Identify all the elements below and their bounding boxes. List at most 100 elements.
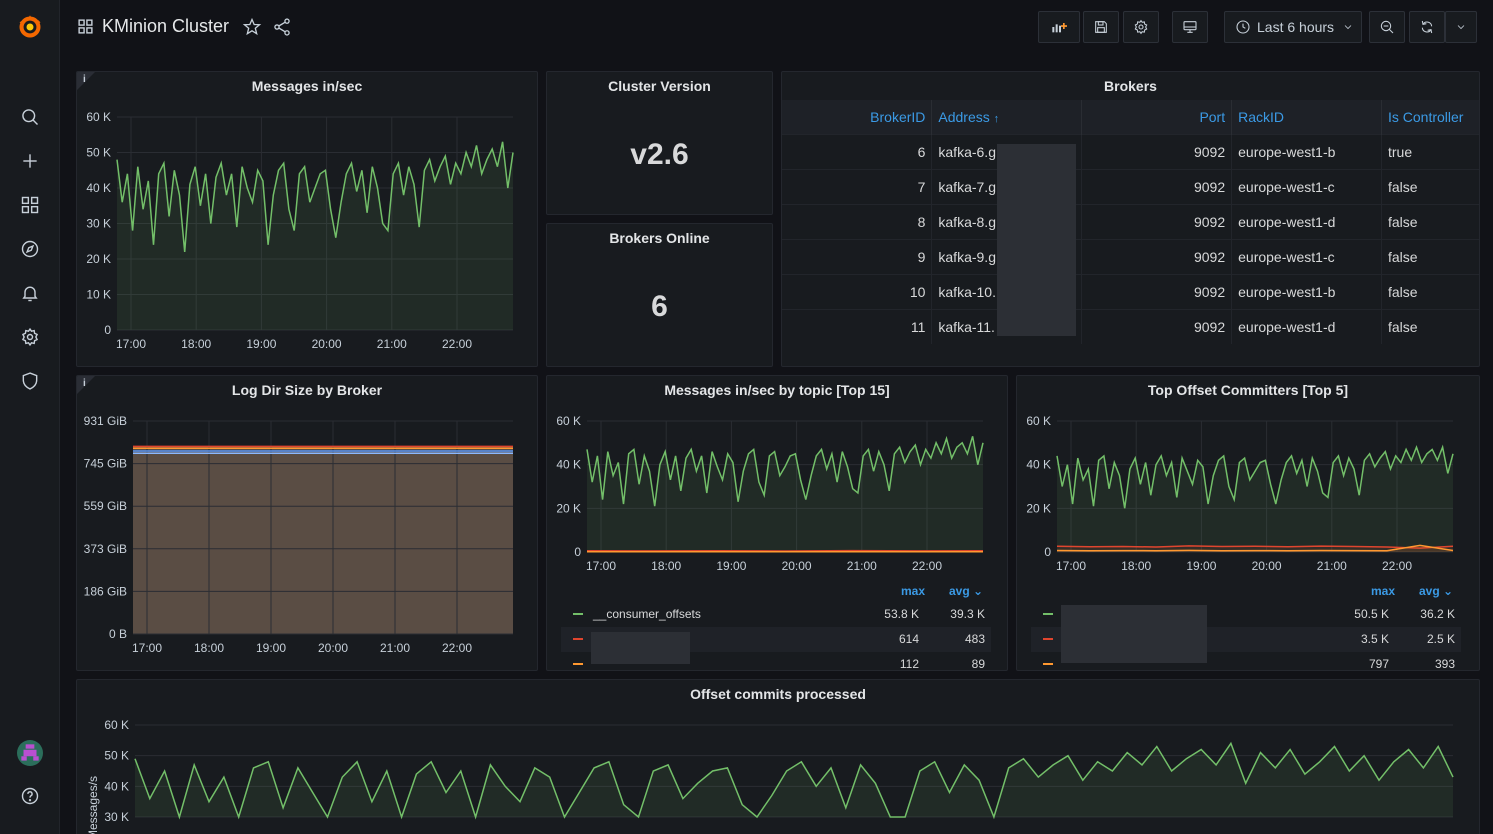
y-tick-label: 60 K bbox=[1026, 414, 1051, 428]
help-icon[interactable] bbox=[15, 781, 45, 811]
clock-icon bbox=[1236, 20, 1250, 34]
table-row: 10 kafka-10. 9092 europe-west1-b false bbox=[782, 273, 1479, 309]
redacted-topic-names bbox=[591, 632, 690, 664]
legend-color-swatch bbox=[573, 613, 583, 615]
y-tick-label: 50 K bbox=[104, 749, 129, 763]
dashboards-icon[interactable] bbox=[15, 190, 45, 220]
dashboard-settings-button[interactable] bbox=[1123, 11, 1159, 43]
chevron-down-icon bbox=[1344, 25, 1352, 30]
legend-item[interactable]: 50.5 K 36.2 K bbox=[1031, 602, 1461, 627]
explore-icon[interactable] bbox=[15, 234, 45, 264]
rack-id-cell: europe-west1-d bbox=[1231, 203, 1382, 239]
panel-title[interactable]: Messages in/sec by topic [Top 15] bbox=[664, 382, 890, 398]
y-tick-label: 931 GiB bbox=[84, 414, 127, 428]
is-controller-cell: false bbox=[1381, 203, 1479, 239]
legend-avg-header[interactable]: avg ⌄ bbox=[1419, 584, 1453, 598]
add-panel-button[interactable] bbox=[1038, 11, 1080, 43]
legend-max-value: 50.5 K bbox=[1354, 607, 1389, 621]
y-tick-label: 30 K bbox=[104, 810, 129, 824]
x-tick-label: 22:00 bbox=[1382, 559, 1412, 573]
legend-max-value: 3.5 K bbox=[1360, 632, 1389, 646]
column-header-rackid[interactable]: RackID bbox=[1231, 100, 1382, 134]
legend-item[interactable]: 797 393 bbox=[1031, 652, 1461, 671]
y-tick-label: 10 K bbox=[86, 288, 111, 302]
grafana-logo-icon[interactable] bbox=[15, 12, 45, 42]
legend-item[interactable]: 112 89 bbox=[561, 652, 991, 671]
brokers-panel: Brokers BrokerID Address ↑ Port RackID I… bbox=[781, 71, 1480, 367]
panel-title[interactable]: Brokers Online bbox=[609, 230, 710, 246]
series-area bbox=[135, 743, 1453, 817]
panel-title[interactable]: Brokers bbox=[1104, 78, 1157, 94]
sidebar bbox=[0, 0, 60, 834]
shield-icon[interactable] bbox=[15, 366, 45, 396]
info-icon[interactable]: i bbox=[83, 74, 86, 85]
y-tick-label: 40 K bbox=[104, 779, 129, 793]
column-header-port[interactable]: Port bbox=[1081, 100, 1233, 134]
refresh-button[interactable] bbox=[1409, 11, 1445, 43]
series-line bbox=[1056, 544, 1454, 552]
legend-max-value: 797 bbox=[1368, 657, 1389, 671]
plus-icon[interactable] bbox=[15, 146, 45, 176]
share-icon[interactable] bbox=[272, 17, 292, 37]
x-tick-label: 18:00 bbox=[181, 337, 211, 351]
search-icon[interactable] bbox=[15, 102, 45, 132]
is-controller-cell: false bbox=[1381, 273, 1479, 309]
is-controller-cell: false bbox=[1381, 168, 1479, 204]
table-row: 9 kafka-9.g 9092 europe-west1-c false bbox=[782, 238, 1479, 274]
column-header-is-controller[interactable]: Is Controller bbox=[1381, 100, 1479, 134]
series-line bbox=[1056, 444, 1454, 509]
legend-max-header[interactable]: max bbox=[901, 584, 926, 598]
legend-color-swatch bbox=[573, 638, 583, 640]
y-tick-label: 559 GiB bbox=[84, 499, 127, 513]
x-tick-label: 21:00 bbox=[380, 641, 410, 655]
time-picker-button[interactable]: Last 6 hours bbox=[1224, 11, 1362, 43]
legend-max-header[interactable]: max bbox=[1371, 584, 1396, 598]
avatar[interactable] bbox=[15, 738, 45, 768]
legend-avg-value: 89 bbox=[971, 657, 985, 671]
y-tick-label: 20 K bbox=[86, 252, 111, 266]
x-tick-label: 21:00 bbox=[847, 559, 877, 573]
messages-chart: 60 K 50 K 40 K 30 K 20 K 10 K 0 17:00 18:00 19:00… bbox=[86, 110, 514, 351]
table-row: 11 kafka-11. 9092 europe-west1-d false bbox=[782, 308, 1479, 344]
gear-icon[interactable] bbox=[15, 322, 45, 352]
port-cell: 9092 bbox=[1081, 238, 1233, 274]
panel-title[interactable]: Cluster Version bbox=[608, 78, 711, 94]
x-tick-label: 18:00 bbox=[1121, 559, 1151, 573]
legend-avg-label: avg bbox=[949, 584, 970, 598]
info-icon[interactable]: i bbox=[83, 378, 86, 389]
alert-bell-icon[interactable] bbox=[15, 278, 45, 308]
refresh-interval-dropdown[interactable] bbox=[1445, 11, 1477, 43]
column-header-brokerid[interactable]: BrokerID bbox=[782, 100, 933, 134]
y-axis-label: Messages/s bbox=[86, 776, 100, 834]
port-cell: 9092 bbox=[1081, 168, 1233, 204]
gear-icon bbox=[1134, 19, 1148, 35]
panel-title[interactable]: Top Offset Committers [Top 5] bbox=[1147, 382, 1349, 398]
zoom-out-button[interactable] bbox=[1369, 11, 1405, 43]
tv-mode-button[interactable] bbox=[1172, 11, 1208, 43]
chevron-down-icon bbox=[1457, 25, 1465, 30]
panel-title[interactable]: Offset commits processed bbox=[690, 686, 866, 702]
committers-chart: 60 K 40 K 20 K 0 17:00 18:00 19:00 20:00 21:00 22… bbox=[1026, 414, 1454, 573]
legend-max-value: 112 bbox=[899, 657, 919, 671]
panel-info-corner[interactable] bbox=[77, 376, 95, 394]
legend-avg-header[interactable]: avg ⌄ bbox=[949, 584, 983, 598]
port-cell: 9092 bbox=[1081, 308, 1233, 344]
x-tick-label: 20:00 bbox=[782, 559, 812, 573]
save-dashboard-button[interactable] bbox=[1083, 11, 1119, 43]
brokers-online-panel: Brokers Online 6 bbox=[546, 223, 773, 367]
port-cell: 9092 bbox=[1081, 133, 1233, 169]
committers-panel: Top Offset Committers [Top 5] 60 K 40 K 20… bbox=[1016, 375, 1480, 671]
panel-title[interactable]: Log Dir Size by Broker bbox=[231, 382, 383, 398]
star-icon[interactable] bbox=[242, 17, 262, 37]
y-tick-label: 0 bbox=[104, 323, 111, 337]
dashboard-title[interactable]: KMinion Cluster bbox=[102, 16, 230, 36]
column-header-address[interactable]: Address ↑ bbox=[931, 100, 1083, 134]
add-panel-icon bbox=[1052, 23, 1067, 33]
legend-avg-value: 483 bbox=[964, 632, 985, 646]
panel-title[interactable]: Messages in/sec bbox=[251, 78, 363, 94]
broker-id-cell: 8 bbox=[782, 203, 933, 239]
panel-info-corner[interactable] bbox=[77, 72, 95, 90]
y-tick-label: 40 K bbox=[556, 458, 581, 472]
table-row: 8 kafka-8.g 9092 europe-west1-d false bbox=[782, 203, 1479, 239]
legend-item[interactable]: __consumer_offsets 53.8 K 39.3 K bbox=[561, 602, 991, 627]
